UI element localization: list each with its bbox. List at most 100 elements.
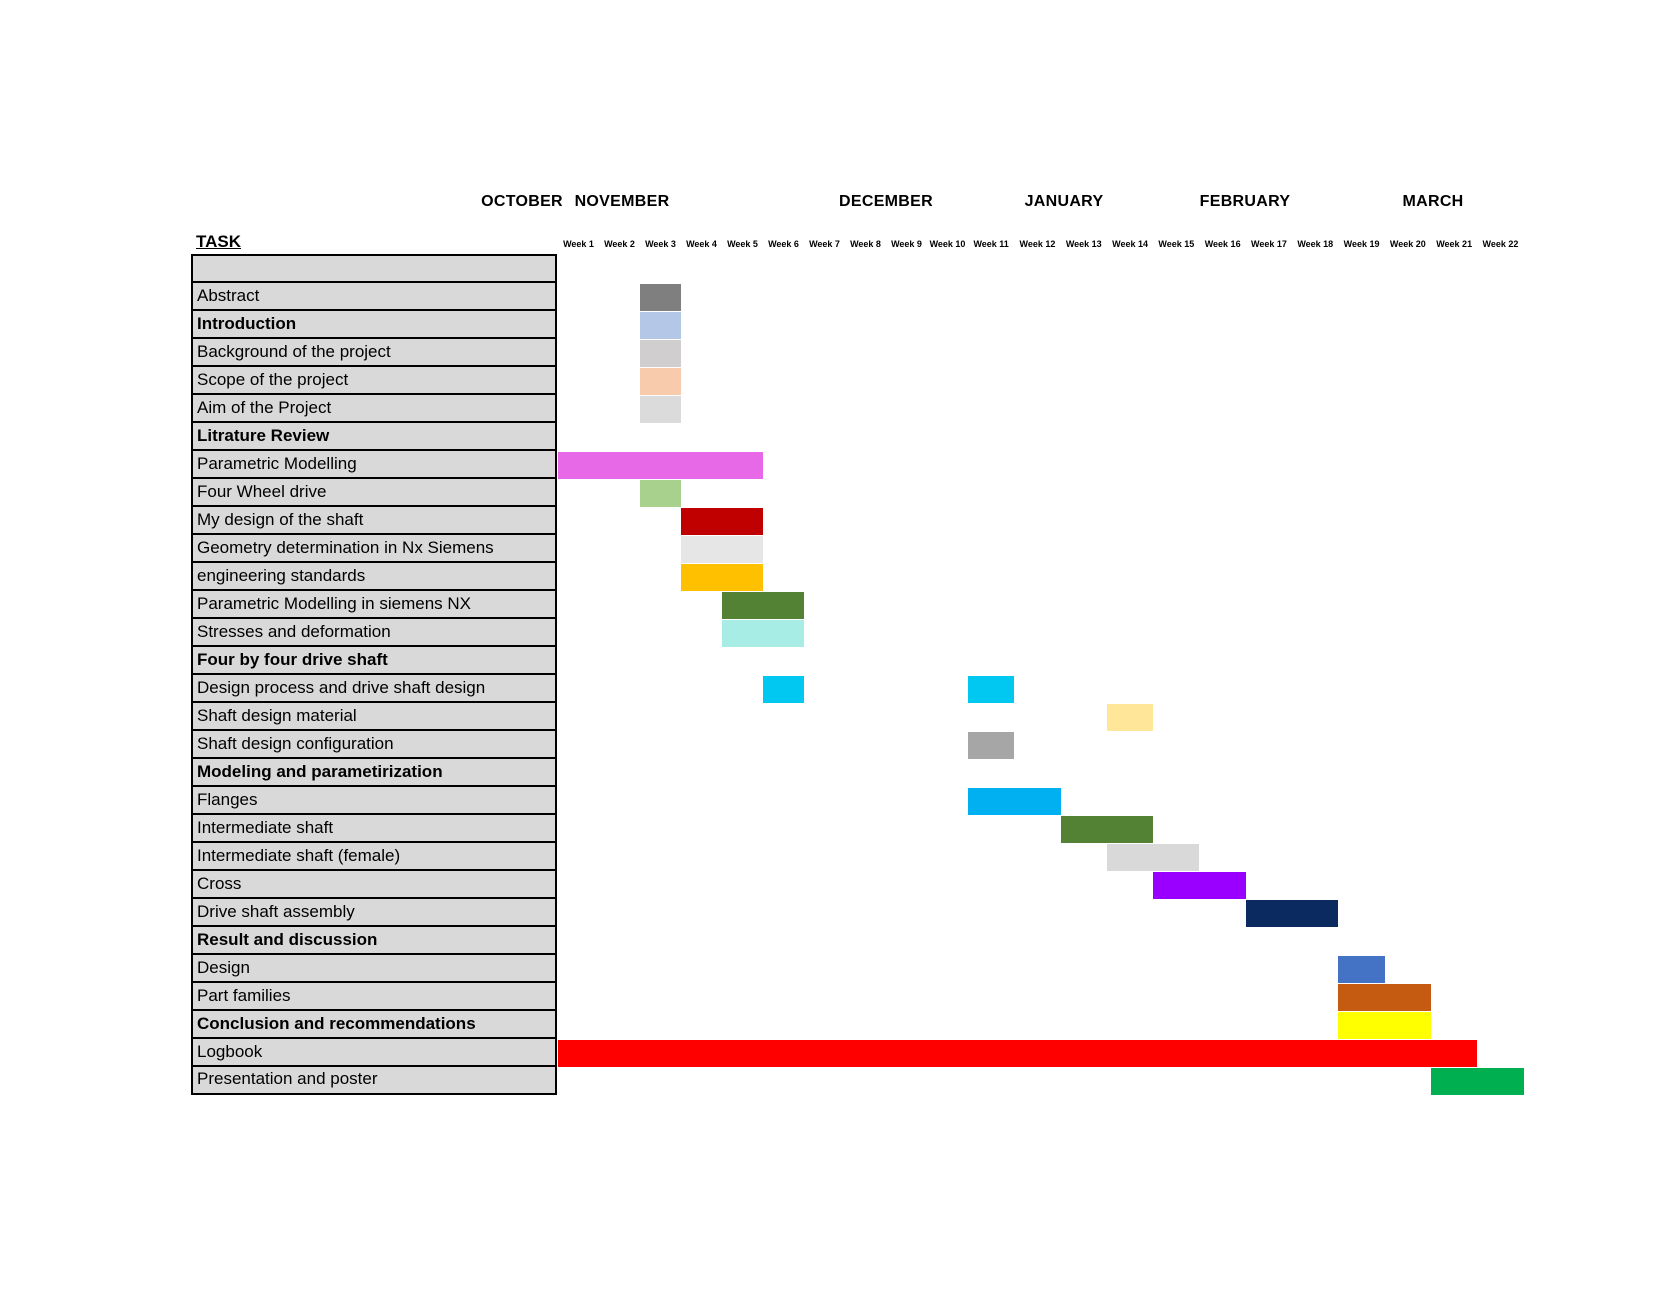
task-row: Modeling and parametirization	[193, 759, 555, 787]
task-row: Result and discussion	[193, 927, 555, 955]
week-label-4: Week 4	[686, 239, 717, 249]
task-label: Introduction	[197, 314, 297, 333]
task-row: Cross	[193, 871, 555, 899]
task-row: Background of the project	[193, 339, 555, 367]
gantt-bar	[722, 620, 804, 647]
task-row: Parametric Modelling	[193, 451, 555, 479]
month-label-october: OCTOBER	[481, 193, 563, 210]
week-label-9: Week 9	[891, 239, 922, 249]
gantt-bar	[968, 732, 1015, 759]
week-label-15: Week 15	[1158, 239, 1195, 249]
task-row: Flanges	[193, 787, 555, 815]
week-label-2: Week 2	[604, 239, 635, 249]
task-row: Shaft design configuration	[193, 731, 555, 759]
week-label-20: Week 20	[1389, 239, 1426, 249]
gantt-bar	[763, 676, 804, 703]
gantt-bar	[1245, 900, 1339, 927]
task-label: Shaft design material	[197, 706, 357, 725]
gantt-bar	[640, 340, 681, 367]
task-label: Design	[197, 958, 250, 977]
task-label: Four Wheel drive	[197, 482, 327, 501]
task-label: Cross	[197, 874, 242, 893]
task-row: Drive shaft assembly	[193, 899, 555, 927]
gantt-bar	[722, 592, 804, 619]
month-label-january: JANUARY	[1024, 193, 1104, 210]
task-row: Stresses and deformation	[193, 619, 555, 647]
task-label: Presentation and poster	[197, 1069, 378, 1088]
week-label-7: Week 7	[809, 239, 840, 249]
gantt-bar	[558, 452, 763, 479]
week-label-11: Week 11	[973, 239, 1009, 249]
week-label-21: Week 21	[1436, 239, 1473, 249]
gantt-bar	[1338, 956, 1385, 983]
task-label: Intermediate shaft (female)	[197, 846, 401, 865]
week-label-18: Week 18	[1297, 239, 1334, 249]
task-label: Shaft design configuration	[197, 734, 394, 753]
month-label-december: DECEMBER	[839, 193, 933, 210]
task-row: engineering standards	[193, 563, 555, 591]
task-label: Parametric Modelling in siemens NX	[197, 594, 471, 613]
gantt-bar	[681, 564, 763, 591]
task-label: Parametric Modelling	[197, 454, 357, 473]
task-row: Presentation and poster	[193, 1067, 555, 1093]
week-label-16: Week 16	[1204, 239, 1241, 249]
gantt-bar	[640, 480, 681, 507]
gantt-bar	[1338, 984, 1431, 1011]
week-label-14: Week 14	[1112, 239, 1148, 249]
task-row: Intermediate shaft	[193, 815, 555, 843]
gantt-bar	[681, 536, 763, 563]
week-label-1: Week 1	[563, 239, 594, 249]
week-label-3: Week 3	[645, 239, 676, 249]
task-label: Geometry determination in Nx Siemens	[197, 538, 494, 557]
week-label-5: Week 5	[727, 239, 758, 249]
gantt-bar	[1060, 816, 1154, 843]
month-label-november: NOVEMBER	[574, 193, 670, 210]
task-label: Four by four drive shaft	[197, 650, 388, 669]
week-label-8: Week 8	[850, 239, 881, 249]
week-label-12: Week 12	[1019, 239, 1056, 249]
task-row: Logbook	[193, 1039, 555, 1067]
task-label: Design process and drive shaft design	[197, 678, 486, 697]
task-label: engineering standards	[197, 566, 366, 585]
task-row: Parametric Modelling in siemens NX	[193, 591, 555, 619]
gantt-bar	[681, 508, 763, 535]
task-row: Introduction	[193, 311, 555, 339]
task-row: Scope of the project	[193, 367, 555, 395]
task-row: Design	[193, 955, 555, 983]
gantt-bar	[640, 368, 681, 395]
task-label: Aim of the Project	[197, 398, 332, 417]
gantt-bar	[968, 676, 1015, 703]
task-header-empty-row	[193, 256, 555, 283]
task-label: Intermediate shaft	[197, 818, 334, 837]
task-label: Modeling and parametirization	[197, 762, 443, 781]
month-label-february: FEBRUARY	[1199, 193, 1291, 210]
month-label-march: MARCH	[1402, 193, 1464, 210]
gantt-bar	[1106, 704, 1154, 731]
task-label: Background of the project	[197, 342, 391, 361]
task-label: Drive shaft assembly	[197, 902, 355, 921]
task-row: Part families	[193, 983, 555, 1011]
task-row: Four Wheel drive	[193, 479, 555, 507]
week-label-6: Week 6	[768, 239, 799, 249]
gantt-bar	[1106, 844, 1200, 871]
task-row: Litrature Review	[193, 423, 555, 451]
week-label-10: Week 10	[929, 239, 966, 249]
task-label: Litrature Review	[197, 426, 330, 445]
week-label-17: Week 17	[1251, 239, 1287, 249]
task-label: Scope of the project	[197, 370, 349, 389]
gantt-bar	[640, 396, 681, 423]
task-row: Abstract	[193, 283, 555, 311]
task-row: Intermediate shaft (female)	[193, 843, 555, 871]
task-column-header: TASK	[196, 232, 242, 251]
task-row: Conclusion and recommendations	[193, 1011, 555, 1039]
task-label: Part families	[197, 986, 291, 1005]
task-row: Design process and drive shaft design	[193, 675, 555, 703]
task-row: Geometry determination in Nx Siemens	[193, 535, 555, 563]
task-label: Stresses and deformation	[197, 622, 391, 641]
gantt-bar	[1431, 1068, 1524, 1095]
task-row: Aim of the Project	[193, 395, 555, 423]
gantt-bar	[1153, 872, 1246, 899]
gantt-bar	[968, 788, 1061, 815]
task-label: Logbook	[197, 1042, 263, 1061]
